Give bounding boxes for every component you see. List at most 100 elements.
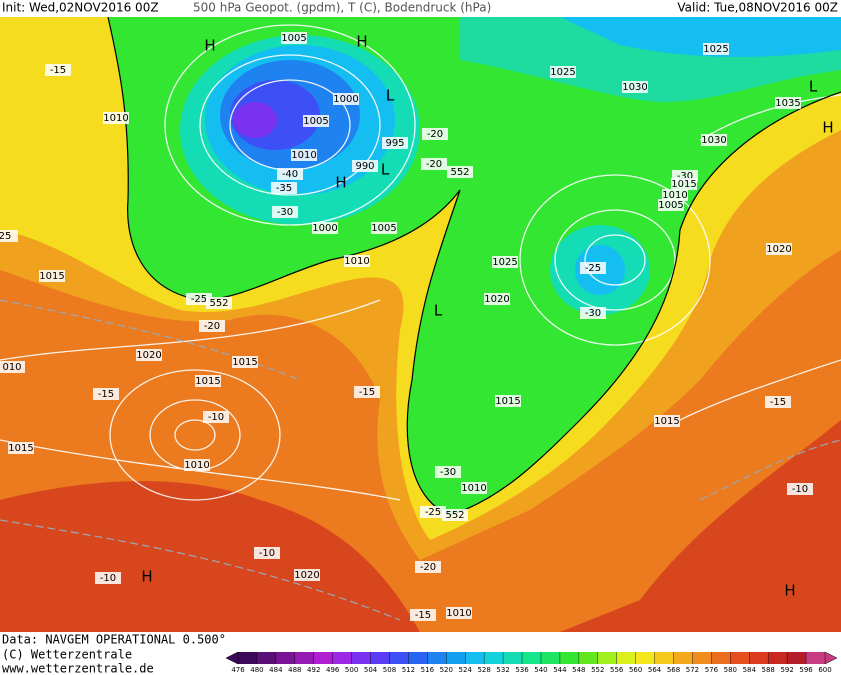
data-source: Data: NAVGEM OPERATIONAL 0.500°	[2, 633, 226, 647]
colorbar-swatch	[256, 652, 277, 664]
label-box	[447, 166, 473, 178]
contour-label: 1010	[662, 190, 687, 201]
colorbar-label: 516	[421, 666, 435, 674]
colorbar-swatch	[446, 652, 466, 664]
contour-label: -25	[191, 294, 207, 305]
pressure-center: H	[356, 33, 367, 51]
contour-label: -15	[50, 65, 66, 76]
contour-label: 1015	[195, 376, 220, 387]
contour-label: 1015	[232, 357, 257, 368]
colorbar-swatch	[749, 652, 769, 664]
label-box	[765, 396, 791, 408]
contour-label: 1015	[39, 271, 64, 282]
colorbar-label: 480	[250, 666, 263, 674]
pressure-center: L	[434, 302, 443, 320]
label-box	[421, 158, 447, 170]
colorbar-label: 504	[364, 666, 378, 674]
label-box	[354, 386, 380, 398]
colorbar-swatch	[351, 652, 371, 664]
label-box	[206, 297, 232, 309]
label-box	[103, 112, 129, 124]
label-box	[8, 442, 34, 454]
label-box	[671, 178, 697, 190]
label-box	[203, 411, 229, 423]
colorbar-label: 600	[818, 666, 831, 674]
contour-label: -10	[259, 548, 275, 559]
label-box	[195, 375, 221, 387]
label-box	[199, 320, 225, 332]
colorbar-label: 520	[440, 666, 453, 674]
label-box	[95, 572, 121, 584]
colorbar-swatch	[238, 652, 258, 664]
colorbar-label: 540	[534, 666, 547, 674]
label-box	[136, 349, 162, 361]
colorbar-label: 476	[231, 666, 245, 674]
contour-label: -15	[359, 387, 375, 398]
label-box	[281, 32, 307, 44]
colorbar-label: 536	[515, 666, 529, 674]
contour-label: 1015	[654, 416, 679, 427]
contour-label: -15	[415, 610, 431, 621]
label-box	[422, 128, 448, 140]
contour-label: 1020	[294, 570, 319, 581]
colorbar-label: 552	[591, 666, 604, 674]
contour-label: 1020	[136, 350, 161, 361]
colorbar-label: 548	[572, 666, 585, 674]
contour-label: 1010	[291, 150, 316, 161]
colorbar-swatch	[806, 652, 826, 664]
contour-label: 552	[445, 510, 464, 521]
label-box	[312, 222, 338, 234]
label-box	[492, 256, 518, 268]
label-box	[271, 182, 297, 194]
colorbar-arrow-right	[824, 651, 838, 665]
label-box	[371, 222, 397, 234]
colorbar-swatch	[522, 652, 542, 664]
contour-label: 1015	[495, 396, 520, 407]
colorbar-swatch	[559, 652, 580, 664]
contour-label: -10	[792, 484, 808, 495]
label-box	[580, 262, 606, 274]
contour-label: 1010	[103, 113, 128, 124]
contour-label: -25	[425, 507, 441, 518]
label-box	[662, 189, 688, 201]
pressure-center: H	[822, 119, 833, 137]
colorbar-swatch	[616, 652, 636, 664]
pressure-center: L	[809, 78, 818, 96]
colorbar-label: 488	[288, 666, 301, 674]
colorbar-swatch	[294, 652, 315, 664]
colorbar-swatch	[597, 652, 618, 664]
contour-label: -30	[677, 171, 693, 182]
colorbar-swatch	[787, 652, 807, 664]
colorbar-label: 596	[799, 666, 813, 674]
label-box	[701, 134, 727, 146]
colorbar-label: 584	[743, 666, 757, 674]
contour-label: 1030	[622, 82, 647, 93]
colorbar-label: 484	[269, 666, 283, 674]
contour-label: 1010	[184, 460, 209, 471]
colorbar-label: 580	[724, 666, 737, 674]
label-box	[0, 230, 18, 242]
label-box	[410, 609, 436, 621]
contour-label: -35	[276, 183, 292, 194]
contour-label: -10	[208, 412, 224, 423]
contour-label: 1015	[671, 179, 696, 190]
contour-label: -25	[585, 263, 601, 274]
colorbar-swatch	[673, 652, 693, 664]
contour-label: -20	[420, 562, 436, 573]
colorbar-arrow-left	[225, 651, 239, 665]
colorbar-label: 556	[610, 666, 624, 674]
colorbar-swatch	[768, 652, 788, 664]
contour-label: -15	[770, 397, 786, 408]
contour-label: -30	[277, 207, 293, 218]
label-box	[435, 466, 461, 478]
contour-label: 995	[385, 138, 404, 149]
contour-label: -15	[98, 389, 114, 400]
colorbar-swatch	[711, 652, 731, 664]
contour-label: 1005	[371, 223, 396, 234]
website: www.wetterzentrale.de	[2, 662, 154, 675]
colorbar-swatch	[313, 652, 333, 664]
copyright: (C) Wetterzentrale	[2, 648, 132, 662]
label-box	[787, 483, 813, 495]
colorbar-label: 576	[705, 666, 719, 674]
